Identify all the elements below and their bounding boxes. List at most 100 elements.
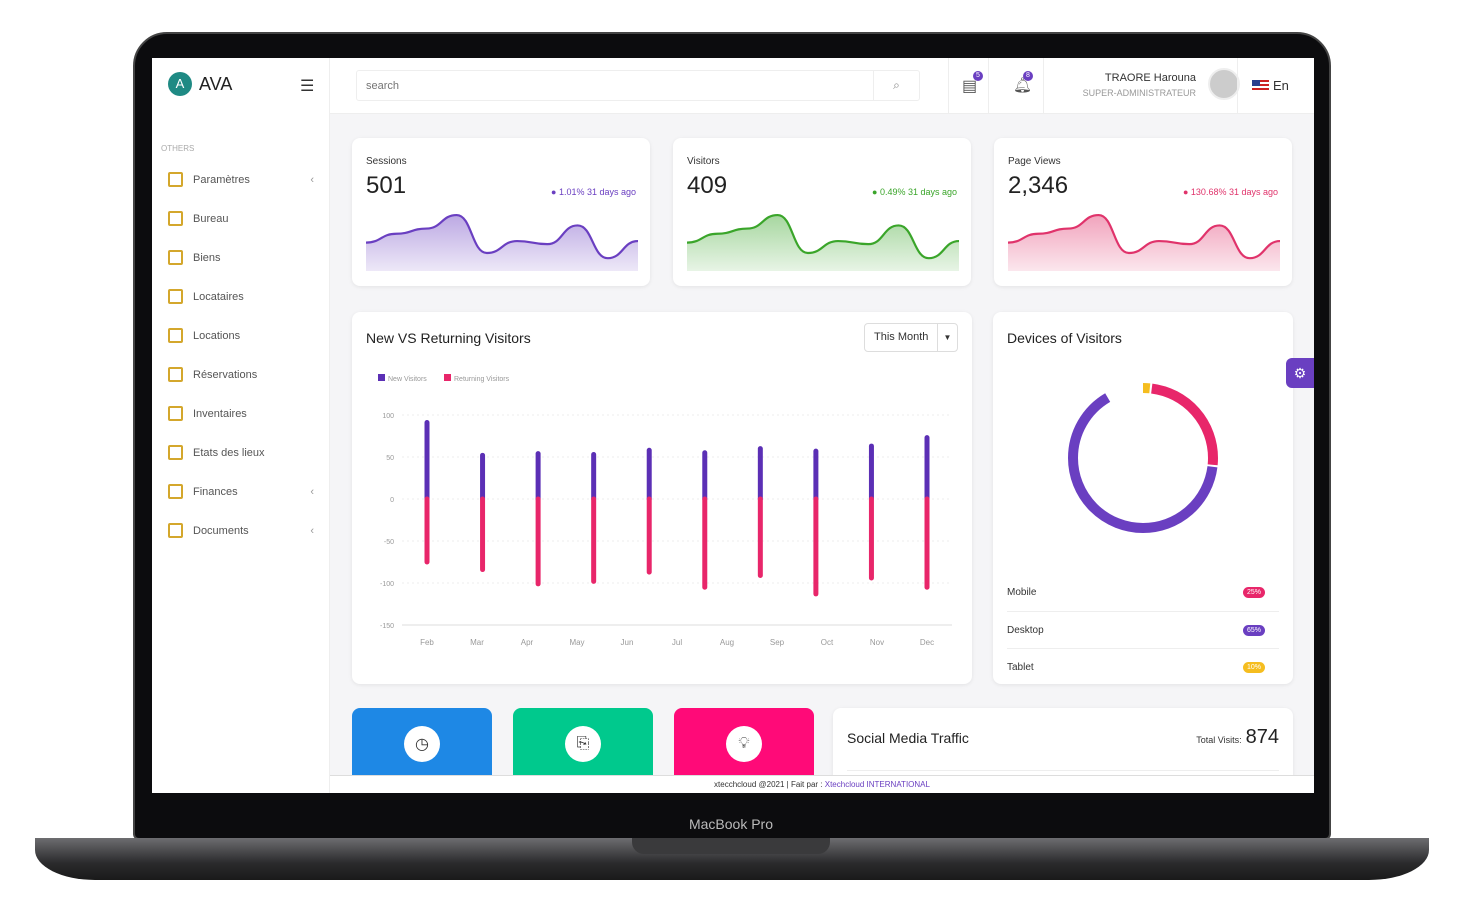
kpi-value: 409 — [687, 172, 728, 199]
sidebar-item-finances[interactable]: Finances ‹ — [168, 484, 314, 499]
logo-icon: A — [168, 72, 192, 96]
sidebar-item-label: Réservations — [193, 368, 258, 381]
device-percent-badge: 65% — [1242, 625, 1265, 636]
sidebar-item-label: Paramètres — [193, 173, 250, 186]
sidebar-item-label: Biens — [193, 251, 221, 264]
kpi-card: Visitors 409 ● 0.49% 31 days ago — [673, 138, 971, 286]
kpi-change: ● 0.49% 31 days ago — [872, 187, 957, 197]
donut-slice-tablet[interactable] — [1068, 383, 1218, 533]
kpi-title: Sessions — [366, 156, 407, 167]
sidebar-item-label: Bureau — [193, 212, 229, 225]
kpi-change-text: 130.68% 31 days ago — [1190, 187, 1278, 197]
change-icon: ● — [1182, 187, 1189, 197]
kpi-value: 2,346 — [1008, 172, 1069, 199]
search-input[interactable] — [357, 71, 867, 100]
top-bar: ⌕ ▤ 5 🔔︎ 8 TRAORE Harouna SUPER-ADMINIST… — [330, 58, 1314, 114]
sidebar-item-label: Finances — [193, 485, 238, 498]
quick-tile[interactable]: ◷ — [352, 708, 492, 788]
menu-item-icon — [168, 289, 183, 304]
language-label: En — [1273, 78, 1289, 93]
change-icon: ● — [871, 187, 878, 197]
x-tick-label: Nov — [870, 638, 884, 647]
sidebar-item-inventaires[interactable]: Inventaires — [168, 406, 314, 421]
device-row: Tablet 10% — [1007, 648, 1279, 685]
us-flag-icon — [1252, 79, 1269, 92]
menu-item-icon — [168, 328, 183, 343]
sidebar-item-etats-des-lieux[interactable]: Etats des lieux — [168, 445, 314, 460]
quick-tile[interactable]: ⎘ — [513, 708, 653, 788]
device-row: Mobile 25% — [1007, 574, 1279, 611]
brand-name: AVA — [199, 73, 233, 94]
sidebar-section-label: OTHERS — [161, 144, 195, 153]
menu-toggle-icon[interactable]: ☰ — [300, 78, 315, 95]
kpi-change: ● 130.68% 31 days ago — [1183, 187, 1278, 197]
kpi-card: Sessions 501 ● 1.01% 31 days ago — [352, 138, 650, 286]
menu-item-icon — [168, 250, 183, 265]
x-tick-label: Apr — [521, 638, 534, 647]
brand[interactable]: A AVA — [168, 72, 232, 96]
sidebar-item-locations[interactable]: Locations — [168, 328, 314, 343]
footer-text: xtecchcloud @2021 | Fait par : — [714, 780, 825, 789]
devices-donut-chart — [1068, 383, 1218, 533]
sidebar-item-bureau[interactable]: Bureau — [168, 211, 314, 226]
lightbulb-icon: 💡︎ — [726, 726, 762, 762]
x-tick-label: Aug — [720, 638, 734, 647]
legend-label: Returning Visitors — [454, 376, 510, 383]
x-tick-label: May — [569, 638, 584, 647]
menu-item-icon — [168, 211, 183, 226]
chevron-left-icon: ‹ — [310, 173, 314, 186]
sidebar: A AVA ☰ OTHERS Paramètres ‹ Bureau Biens Loc… — [152, 58, 330, 793]
notifications-button[interactable]: 🔔︎ 8 — [1013, 71, 1033, 94]
sidebar-item-label: Documents — [193, 524, 249, 537]
menu-item-icon — [168, 484, 183, 499]
kpi-change-text: 0.49% 31 days ago — [879, 187, 957, 197]
kpi-sparkline — [687, 213, 959, 271]
sidebar-item-biens[interactable]: Biens — [168, 250, 314, 265]
chevron-left-icon: ‹ — [310, 485, 314, 498]
user-menu[interactable]: TRAORE Harouna SUPER-ADMINISTRATEUR — [1050, 68, 1240, 102]
sidebar-item-documents[interactable]: Documents ‹ — [168, 523, 314, 538]
bell-icon: 🔔︎ — [1013, 77, 1033, 94]
sidebar-item-locataires[interactable]: Locataires — [168, 289, 314, 304]
devices-card: Devices of Visitors Mobile 25% Desktop 65% T… — [993, 312, 1293, 684]
chat-icon: ▤ — [962, 78, 978, 95]
device-percent-badge: 25% — [1242, 587, 1265, 598]
quick-tile[interactable]: 💡︎ — [674, 708, 814, 788]
sidebar-item-param-tres[interactable]: Paramètres ‹ — [168, 172, 314, 187]
total-visits-value: 874 — [1245, 726, 1279, 748]
device-label: Tablet — [1007, 662, 1034, 673]
menu-item-icon — [168, 445, 183, 460]
y-tick-label: 0 — [390, 497, 394, 504]
x-tick-label: Jul — [672, 638, 682, 647]
period-value: This Month — [874, 331, 929, 343]
kpi-card: Page Views 2,346 ● 130.68% 31 days ago — [994, 138, 1292, 286]
footer-link[interactable]: Xtechcloud INTERNATIONAL — [824, 780, 930, 789]
settings-gear-icon[interactable]: ⚙ — [1286, 358, 1314, 388]
donut-slice-desktop[interactable] — [1068, 383, 1218, 533]
notifications-badge: 8 — [1023, 71, 1033, 81]
donut-slice-mobile[interactable] — [1068, 383, 1218, 533]
menu-item-icon — [168, 406, 183, 421]
kpi-sparkline — [1008, 213, 1280, 271]
period-dropdown[interactable]: This Month ▼ — [864, 323, 958, 352]
search-box: ⌕ — [356, 70, 920, 101]
sidebar-item-label: Locataires — [193, 290, 244, 303]
sidebar-item-label: Locations — [193, 329, 241, 342]
visitors-card: New VS Returning Visitors This Month ▼ N… — [352, 312, 972, 684]
x-tick-label: Sep — [770, 638, 785, 647]
footer: xtecchcloud @2021 | Fait par : Xtechclou… — [330, 775, 1314, 793]
y-tick-label: -150 — [380, 623, 394, 630]
language-selector[interactable]: En — [1252, 78, 1289, 93]
devices-card-title: Devices of Visitors — [1007, 330, 1122, 346]
search-icon[interactable]: ⌕ — [873, 71, 919, 100]
user-name: TRAORE Harouna — [1104, 72, 1196, 84]
legend-swatch — [444, 374, 451, 381]
messages-button[interactable]: ▤ 5 — [962, 71, 983, 96]
laptop-notch — [632, 838, 830, 854]
kpi-change: ● 1.01% 31 days ago — [551, 187, 636, 197]
sidebar-item-label: Inventaires — [193, 407, 247, 420]
y-tick-label: -100 — [380, 581, 394, 588]
menu-item-icon — [168, 367, 183, 382]
sidebar-item-r-servations[interactable]: Réservations — [168, 367, 314, 382]
x-tick-label: Mar — [470, 638, 484, 647]
